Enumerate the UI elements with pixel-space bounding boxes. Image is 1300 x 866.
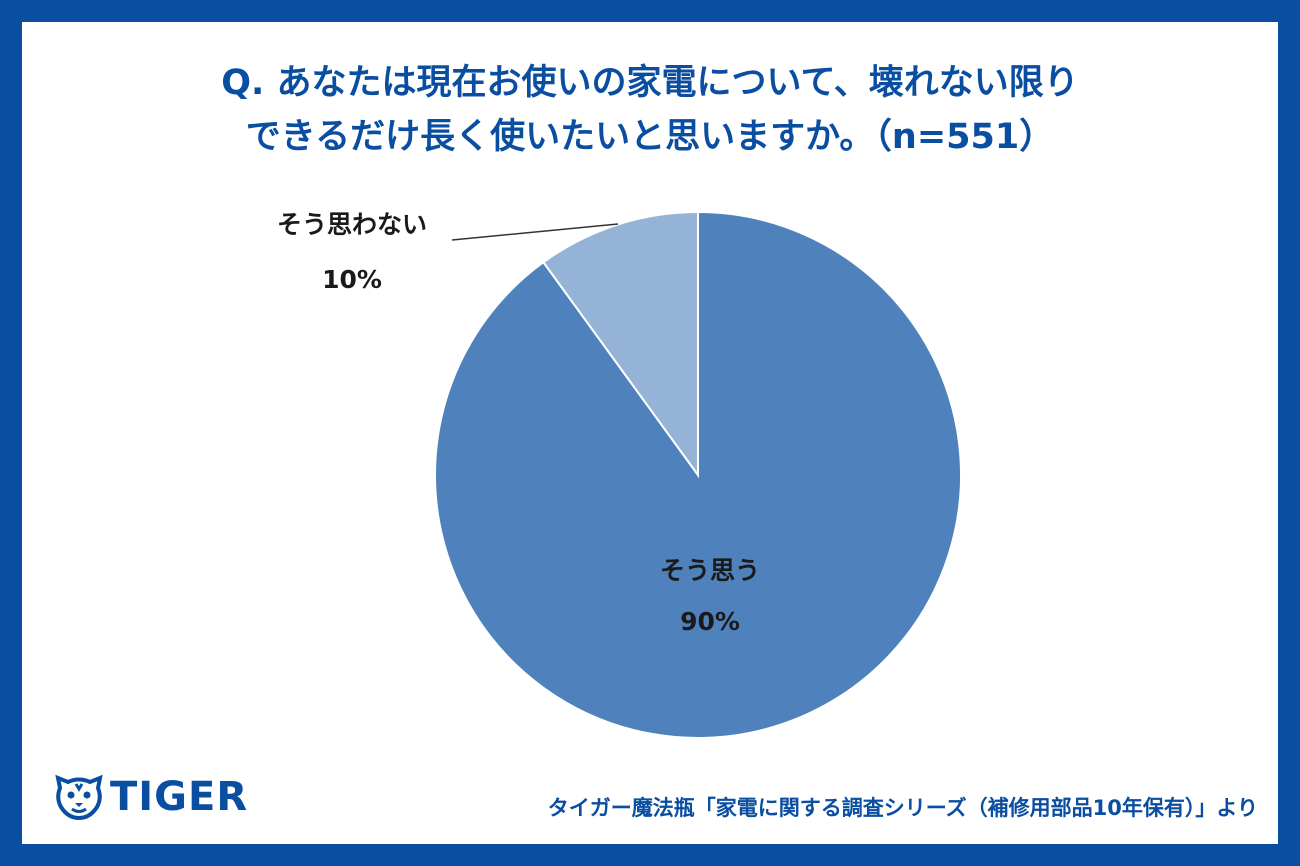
slice-label-no: そう思わない [277, 210, 427, 239]
pie-slice-no [542, 210, 699, 479]
leader-line-no [451, 223, 619, 241]
title-line-2: できるだけ長く使いたいと思いますか。（n=551） [245, 117, 1055, 157]
slice-value-no: 10% [322, 265, 382, 294]
tiger-face-icon [55, 774, 103, 820]
slice-label-yes: そう思う [660, 556, 760, 585]
pie-chart: そう思う 90% そう思わない 10% [277, 210, 962, 739]
source-note: タイガー魔法瓶「家電に関する調査シリーズ（補修用部品10年保有）」より [547, 796, 1258, 820]
slice-value-yes: 90% [680, 607, 740, 636]
chart-card: Q. あなたは現在お使いの家電について、壊れない限り できるだけ長く使いたいと思… [22, 22, 1278, 844]
chart-title: Q. あなたは現在お使いの家電について、壊れない限り できるだけ長く使いたいと思… [22, 56, 1278, 164]
tiger-logo: TIGER [54, 774, 248, 820]
title-line-1: Q. あなたは現在お使いの家電について、壊れない限り [221, 63, 1079, 103]
logo-text: TIGER [110, 774, 249, 820]
